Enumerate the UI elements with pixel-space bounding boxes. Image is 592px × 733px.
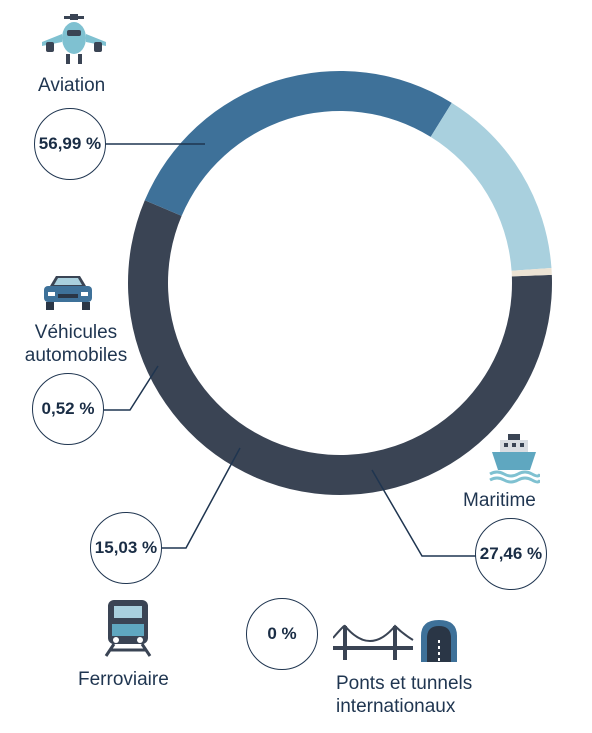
airplane-icon xyxy=(42,14,106,64)
bridge-tunnel-icon xyxy=(333,620,457,662)
label-maritime: Maritime xyxy=(463,490,536,511)
ship-icon xyxy=(489,434,540,484)
value-maritime: 27,46 % xyxy=(475,518,547,590)
value-aviation: 56,99 % xyxy=(34,108,106,180)
label-aviation: Aviation xyxy=(38,75,106,96)
value-ponts-tunnels: 0 % xyxy=(246,598,318,670)
car-icon xyxy=(44,276,92,310)
leader-vehicules xyxy=(104,365,159,411)
value-vehicules: 0,52 % xyxy=(32,373,104,445)
slice-aviation xyxy=(128,200,552,495)
leader-ferroviaire xyxy=(162,447,241,549)
value-ferroviaire: 15,03 % xyxy=(90,512,162,584)
leader-lines xyxy=(104,143,476,557)
slice-ferroviaire xyxy=(430,102,552,271)
train-icon xyxy=(104,600,152,657)
slice-maritime xyxy=(144,71,452,216)
label-ponts-tunnels: Ponts et tunnels internationaux xyxy=(336,673,473,717)
label-vehicules: Véhicules automobiles xyxy=(24,322,128,366)
slice-vehicules xyxy=(511,267,552,277)
leader-maritime xyxy=(371,469,476,557)
label-ferroviaire: Ferroviaire xyxy=(78,669,169,690)
donut-slices xyxy=(128,71,552,495)
